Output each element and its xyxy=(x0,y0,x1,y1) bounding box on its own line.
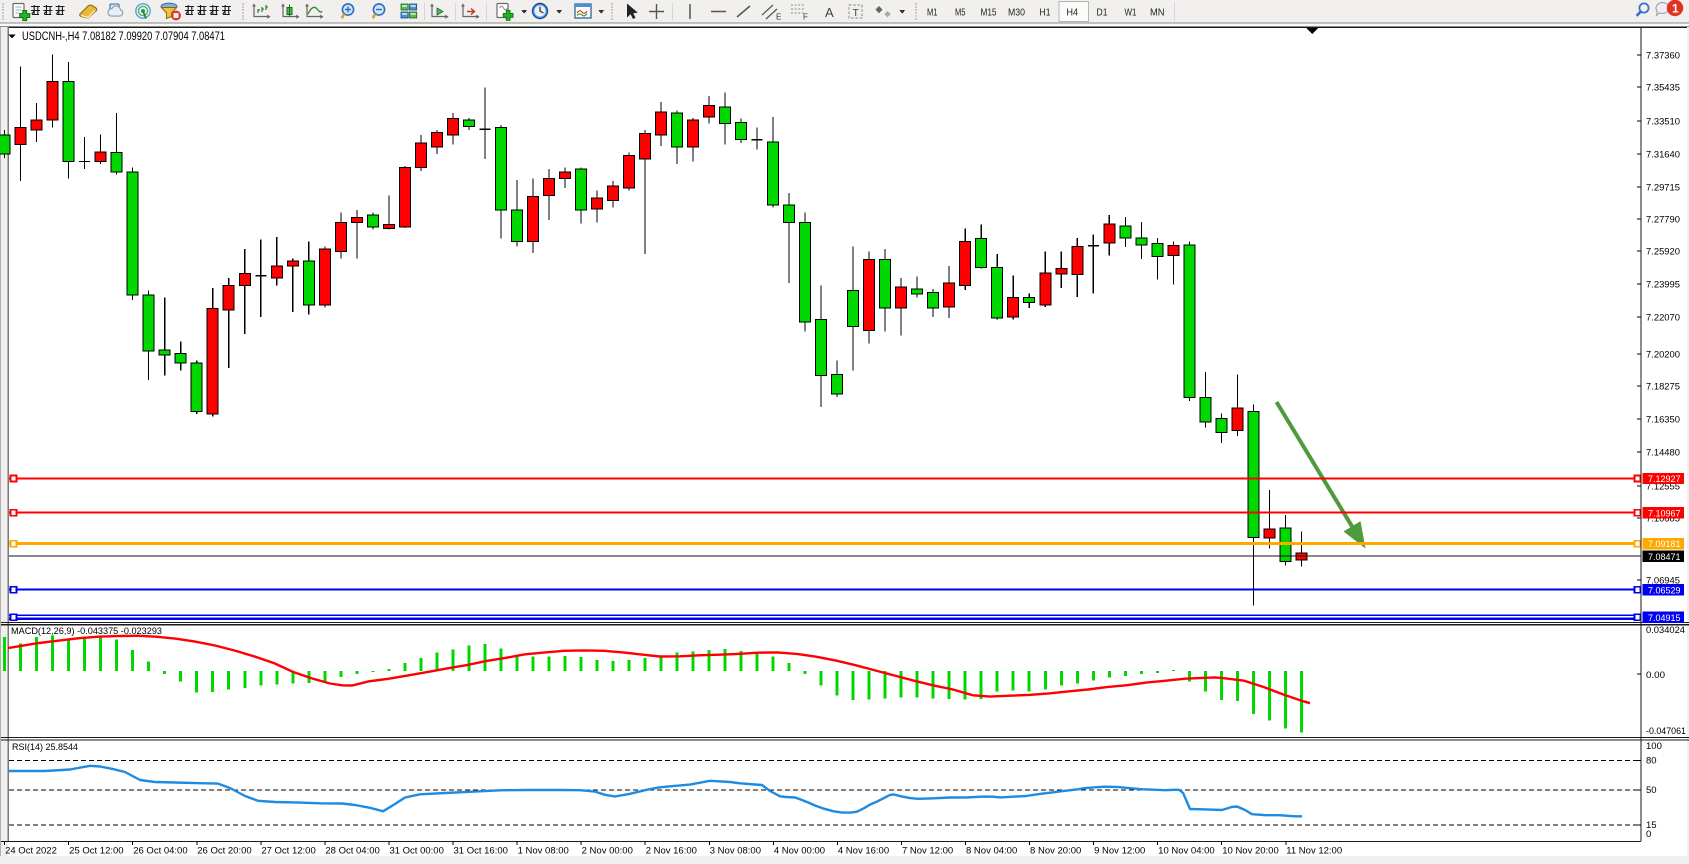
svg-text:7.33510: 7.33510 xyxy=(1646,117,1680,128)
svg-text:26 Oct 20:00: 26 Oct 20:00 xyxy=(197,846,251,857)
svg-text:10 Nov 20:00: 10 Nov 20:00 xyxy=(1222,846,1279,857)
svg-text:7.08471: 7.08471 xyxy=(1648,552,1681,563)
svg-text:2 Nov 16:00: 2 Nov 16:00 xyxy=(646,846,697,857)
svg-text:MN: MN xyxy=(1150,7,1165,19)
svg-text:7.20200: 7.20200 xyxy=(1646,350,1680,361)
svg-text:M1: M1 xyxy=(927,7,938,19)
svg-text:3 Nov 08:00: 3 Nov 08:00 xyxy=(710,846,761,857)
svg-text:15: 15 xyxy=(1646,820,1657,831)
svg-text:0.00: 0.00 xyxy=(1646,670,1665,681)
svg-text:7.37360: 7.37360 xyxy=(1646,51,1680,62)
svg-text:7.31640: 7.31640 xyxy=(1646,150,1680,161)
svg-text:11 Nov 12:00: 11 Nov 12:00 xyxy=(1286,846,1342,857)
svg-text:4 Nov 00:00: 4 Nov 00:00 xyxy=(774,846,825,857)
svg-text:F: F xyxy=(803,13,808,22)
svg-text:0: 0 xyxy=(1646,829,1651,840)
svg-text:A: A xyxy=(825,5,834,20)
svg-text:7.10685: 7.10685 xyxy=(1646,514,1680,525)
svg-text:-0.047061: -0.047061 xyxy=(1646,726,1686,737)
svg-text:0.034024: 0.034024 xyxy=(1646,625,1685,636)
svg-text:7.25920: 7.25920 xyxy=(1646,247,1680,258)
svg-text:T: T xyxy=(853,7,860,19)
svg-text:M15: M15 xyxy=(981,7,997,19)
svg-text:31 Oct 00:00: 31 Oct 00:00 xyxy=(389,846,443,857)
svg-text:7.16350: 7.16350 xyxy=(1646,415,1680,426)
svg-text:M5: M5 xyxy=(955,7,966,19)
svg-text:7.12555: 7.12555 xyxy=(1646,482,1680,493)
svg-text:2 Nov 00:00: 2 Nov 00:00 xyxy=(582,846,633,857)
svg-text:7.35435: 7.35435 xyxy=(1646,83,1680,94)
svg-text:H1: H1 xyxy=(1040,7,1051,19)
svg-text:RSI(14) 25.8544: RSI(14) 25.8544 xyxy=(12,742,78,753)
svg-text:8 Nov 20:00: 8 Nov 20:00 xyxy=(1030,846,1081,857)
svg-text:80: 80 xyxy=(1646,756,1657,767)
svg-text:7.27790: 7.27790 xyxy=(1646,215,1680,226)
svg-text:7.04915: 7.04915 xyxy=(1648,613,1681,624)
svg-text:9 Nov 12:00: 9 Nov 12:00 xyxy=(1094,846,1145,857)
svg-text:8 Nov 04:00: 8 Nov 04:00 xyxy=(966,846,1017,857)
svg-text:24 Oct 2022: 24 Oct 2022 xyxy=(5,846,57,857)
svg-text:100: 100 xyxy=(1646,741,1662,752)
svg-text:7.29715: 7.29715 xyxy=(1646,183,1680,194)
svg-text:7.14480: 7.14480 xyxy=(1646,448,1680,459)
svg-text:H4: H4 xyxy=(1067,7,1079,19)
svg-text:7.22070: 7.22070 xyxy=(1646,313,1680,324)
svg-text:D1: D1 xyxy=(1097,7,1108,19)
svg-text:50: 50 xyxy=(1646,785,1657,796)
svg-text:7.23995: 7.23995 xyxy=(1646,280,1680,291)
svg-text:7.06945: 7.06945 xyxy=(1646,576,1680,587)
svg-text:7.10967: 7.10967 xyxy=(1648,508,1681,519)
svg-text:7.06529: 7.06529 xyxy=(1648,585,1681,596)
svg-text:27 Oct 12:00: 27 Oct 12:00 xyxy=(261,846,315,857)
svg-text:1: 1 xyxy=(1672,2,1679,16)
svg-text:25 Oct 12:00: 25 Oct 12:00 xyxy=(69,846,123,857)
svg-text:10 Nov 04:00: 10 Nov 04:00 xyxy=(1158,846,1215,857)
svg-text:7.12927: 7.12927 xyxy=(1648,474,1681,485)
svg-text:USDCNH-,H4 7.08182 7.09920 7.: USDCNH-,H4 7.08182 7.09920 7.07904 7.084… xyxy=(22,31,225,43)
svg-text:MACD(12,26,9) -0.043375 -0.023: MACD(12,26,9) -0.043375 -0.023293 xyxy=(11,626,162,637)
svg-text:28 Oct 04:00: 28 Oct 04:00 xyxy=(325,846,379,857)
svg-text:7 Nov 12:00: 7 Nov 12:00 xyxy=(902,846,953,857)
svg-text:26 Oct 04:00: 26 Oct 04:00 xyxy=(133,846,187,857)
svg-text:W1: W1 xyxy=(1125,7,1137,19)
svg-text:E: E xyxy=(776,13,781,22)
svg-text:7.18275: 7.18275 xyxy=(1646,382,1680,393)
svg-text:1 Nov 08:00: 1 Nov 08:00 xyxy=(518,846,569,857)
svg-text:4 Nov 16:00: 4 Nov 16:00 xyxy=(838,846,889,857)
svg-text:31 Oct 16:00: 31 Oct 16:00 xyxy=(454,846,508,857)
svg-text:7.09181: 7.09181 xyxy=(1648,539,1681,550)
svg-text:M30: M30 xyxy=(1008,7,1025,19)
